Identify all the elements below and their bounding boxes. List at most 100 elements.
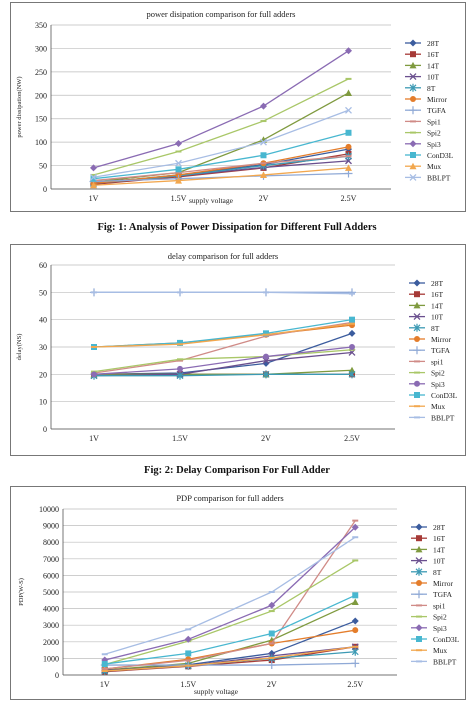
legend-label: 28T xyxy=(431,279,444,288)
legend-label: ConD3L xyxy=(427,151,454,160)
data-point xyxy=(185,664,192,667)
y-tick-label: 40 xyxy=(39,316,47,325)
legend-item: ConD3L xyxy=(405,151,454,160)
data-point xyxy=(177,359,183,362)
legend-label: 16T xyxy=(431,290,444,299)
x-tick-label: 2.5V xyxy=(344,434,360,443)
legend-label: ConD3L xyxy=(433,635,460,644)
y-tick-label: 350 xyxy=(35,21,47,30)
data-point xyxy=(175,140,182,148)
legend-label: Spi3 xyxy=(431,380,445,389)
legend-item: Mux xyxy=(409,402,445,411)
legend-item: ConD3L xyxy=(409,391,458,400)
series-line xyxy=(93,167,349,186)
legend-marker xyxy=(416,636,422,642)
legend-label: 16T xyxy=(433,534,446,543)
legend-marker xyxy=(413,323,421,332)
legend-item: Spi2 xyxy=(411,613,447,622)
legend-item: 16T xyxy=(405,50,440,59)
x-tick-label: 1V xyxy=(100,680,110,689)
legend-item: 16T xyxy=(409,290,444,299)
data-point xyxy=(352,536,359,539)
data-point xyxy=(263,291,269,294)
legend-label: ConD3L xyxy=(431,391,458,400)
legend-item: 8T xyxy=(411,568,442,577)
series-line xyxy=(104,594,356,665)
legend-label: TGFA xyxy=(433,590,453,599)
data-point xyxy=(352,592,359,599)
series-line xyxy=(94,369,353,375)
power-dissipation-chart: power disipation comparison for full add… xyxy=(10,2,466,212)
series-line xyxy=(94,291,353,295)
data-point xyxy=(349,322,355,325)
legend-label: 28T xyxy=(427,39,440,48)
series-cond3l xyxy=(91,316,355,350)
legend-marker xyxy=(410,120,416,123)
legend-label: Spi3 xyxy=(427,140,441,149)
x-axis-label: supply voltage xyxy=(189,196,234,205)
legend-marker xyxy=(409,173,417,181)
legend-item: 10T xyxy=(411,557,446,566)
data-point xyxy=(268,656,275,659)
legend-label: 28T xyxy=(433,523,446,532)
legend-item: Mux xyxy=(411,646,447,655)
data-point xyxy=(348,366,356,374)
legend-marker xyxy=(409,106,417,115)
legend-label: TGFA xyxy=(431,346,451,355)
data-point xyxy=(352,559,359,562)
legend-marker xyxy=(410,96,416,102)
data-point xyxy=(349,292,355,295)
x-tick-label: 1V xyxy=(89,434,99,443)
legend-label: 14T xyxy=(433,545,446,554)
legend-marker xyxy=(416,649,422,652)
legend-marker xyxy=(409,83,417,92)
y-tick-label: 2000 xyxy=(43,638,59,647)
legend-marker xyxy=(409,162,417,170)
legend-label: Spi2 xyxy=(427,129,441,138)
legend-label: spi1 xyxy=(431,357,444,366)
legend-label: spi1 xyxy=(433,601,446,610)
data-point xyxy=(177,358,183,361)
series-line xyxy=(93,109,349,178)
legend-marker xyxy=(413,301,421,309)
series-mux xyxy=(90,164,352,189)
delay-chart: delay comparison for full adders 0 10 20 30 4… xyxy=(10,244,466,456)
y-tick-label: 20 xyxy=(39,370,47,379)
legend-item: TGFA xyxy=(411,590,453,599)
data-point xyxy=(101,670,108,673)
data-point xyxy=(101,653,108,656)
legend-marker xyxy=(416,615,422,618)
legend-marker xyxy=(409,39,417,47)
legend: 28T 16T 14T 10T 8T Mirror TGFA Spi1 Spi2 Spi3 ConD… xyxy=(405,39,454,182)
series-cond3l xyxy=(101,592,359,668)
series-line xyxy=(93,92,349,183)
data-point xyxy=(345,47,352,55)
series-line xyxy=(93,351,353,377)
data-point xyxy=(348,288,356,297)
legend-label: 10T xyxy=(427,73,440,82)
x-tick-label: 1.5V xyxy=(180,680,196,689)
legend-item: 14T xyxy=(411,545,446,554)
series-28t xyxy=(90,329,356,378)
legend-item: TGFA xyxy=(405,106,447,115)
series-spi3 xyxy=(101,523,359,664)
legend-label: 16T xyxy=(427,50,440,59)
series-line xyxy=(104,536,356,655)
legend-marker xyxy=(410,152,416,158)
data-point xyxy=(348,329,356,337)
legend-label: Mux xyxy=(433,646,447,655)
legend-item: ConD3L xyxy=(411,635,460,644)
data-point xyxy=(345,155,352,158)
legend: 28T 16T 14T 10T 8T Mirror TGFA spi1 Spi2 Spi3 ConD… xyxy=(409,279,458,422)
y-tick-label: 10 xyxy=(39,398,47,407)
data-point xyxy=(90,173,97,176)
data-point xyxy=(345,106,352,114)
data-point xyxy=(90,175,97,182)
data-point xyxy=(175,177,182,184)
data-point xyxy=(263,353,269,360)
data-point xyxy=(175,166,182,173)
data-point xyxy=(177,365,183,372)
data-point xyxy=(262,370,270,379)
data-point xyxy=(351,617,359,625)
y-tick-label: 60 xyxy=(39,261,47,270)
